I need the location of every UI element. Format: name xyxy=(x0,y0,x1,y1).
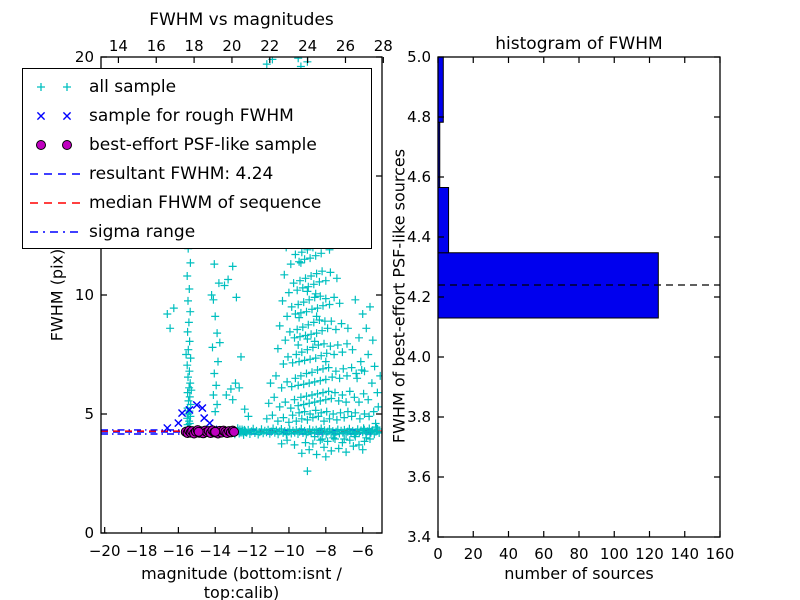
tick-label-left: 10 xyxy=(75,286,94,304)
hist-bar xyxy=(437,187,450,254)
legend-line-sample xyxy=(30,201,82,204)
tick-label-bottom: 60 xyxy=(534,545,553,563)
tick-label-bottom: −6 xyxy=(352,542,374,560)
psf-point xyxy=(229,426,240,437)
tick-label-left: 5 xyxy=(84,405,94,423)
legend-line-sample xyxy=(30,230,82,233)
tick-label-left: 4.6 xyxy=(407,168,431,186)
tick-label-bottom: −14 xyxy=(199,542,231,560)
tick-label-bottom: 120 xyxy=(635,545,664,563)
psf-point xyxy=(193,426,204,437)
tick-label-left: 3.8 xyxy=(407,408,431,426)
tick-label-bottom: 20 xyxy=(464,545,483,563)
right-plot-xlabel: number of sources xyxy=(504,564,654,583)
tick-label-left: 3.4 xyxy=(407,528,431,546)
left-plot-xlabel: magnitude (bottom:isnt / top:calib) xyxy=(141,564,342,600)
tick-label-left: 20 xyxy=(75,48,94,66)
tick-label-left: 0 xyxy=(84,524,94,542)
legend-marker-sample xyxy=(37,82,71,91)
tick-label-top-calib: 26 xyxy=(336,37,355,55)
tick-label-top-calib: 22 xyxy=(260,37,279,55)
right-plot-ticks xyxy=(437,56,721,538)
tick-label-bottom: 80 xyxy=(569,545,588,563)
legend-item-2: best-effort PSF-like sample xyxy=(23,130,371,159)
tick-label-bottom: 160 xyxy=(706,545,735,563)
legend-marker-sample xyxy=(36,139,72,150)
tick-label-bottom: 140 xyxy=(670,545,699,563)
tick-label-left: 4.2 xyxy=(407,288,431,306)
legend-item-0: all sample xyxy=(23,72,371,101)
legend-label: best-effort PSF-like sample xyxy=(89,134,317,155)
tick-label-left: 4.8 xyxy=(407,108,431,126)
tick-label-top-calib: 24 xyxy=(298,37,317,55)
legend-label: all sample xyxy=(89,76,177,97)
tick-label-left: 5.0 xyxy=(407,48,431,66)
legend-item-4: median FHWM of sequence xyxy=(23,188,371,217)
legend-label: resultant FWHM: 4.24 xyxy=(89,163,274,184)
tick-label-bottom: −20 xyxy=(89,542,121,560)
tick-label-bottom: −8 xyxy=(315,542,337,560)
tick-label-bottom: −12 xyxy=(236,542,268,560)
legend-item-5: sigma range xyxy=(23,217,371,246)
legend-label: median FHWM of sequence xyxy=(89,192,322,213)
left-plot-area: −20−18−16−14−12−10−8−6051015201416182022… xyxy=(75,37,393,560)
tick-label-bottom: 40 xyxy=(499,545,518,563)
tick-label-bottom: −10 xyxy=(273,542,305,560)
left-plot-data xyxy=(101,57,382,476)
legend-line-sample xyxy=(30,172,82,175)
tick-label-bottom: 100 xyxy=(600,545,629,563)
right-plot-ylabel: FWHM of best-effort PSF-like sources xyxy=(389,148,409,444)
tick-label-top-calib: 20 xyxy=(222,37,241,55)
tick-label-bottom: −18 xyxy=(126,542,158,560)
left-plot-ylabel: FWHM (pix) xyxy=(47,248,67,342)
tick-label-left: 3.6 xyxy=(407,468,431,486)
right-plot-title: histogram of FWHM xyxy=(495,34,663,54)
hist-bar xyxy=(437,56,444,123)
tick-label-top-calib: 14 xyxy=(109,37,128,55)
tick-label-bottom: 0 xyxy=(433,545,443,563)
tick-label-left: 4.0 xyxy=(407,348,431,366)
left-plot-title: FWHM vs magnitudes xyxy=(149,10,334,30)
tick-label-bottom: −16 xyxy=(163,542,195,560)
tick-label-top-calib: 16 xyxy=(147,37,166,55)
legend-item-3: resultant FWHM: 4.24 xyxy=(23,159,371,188)
legend-label: sigma range xyxy=(89,221,196,242)
tick-label-top-calib: 28 xyxy=(374,37,393,55)
tick-label-left: 4.4 xyxy=(407,228,431,246)
tick-label-top-calib: 18 xyxy=(185,37,204,55)
legend: all sample sample for rough FWHM best-effo… xyxy=(22,68,372,249)
scatter-psf-like xyxy=(180,425,240,439)
psf-point xyxy=(210,426,221,437)
legend-item-1: sample for rough FWHM xyxy=(23,101,371,130)
legend-label: sample for rough FWHM xyxy=(89,105,294,126)
right-plot-area: 0 20 40 60 80 100 120 140 160 3.4 3.6 3.8 4.0 4.2 4.4 4… xyxy=(407,48,734,563)
legend-marker-sample xyxy=(36,111,72,120)
